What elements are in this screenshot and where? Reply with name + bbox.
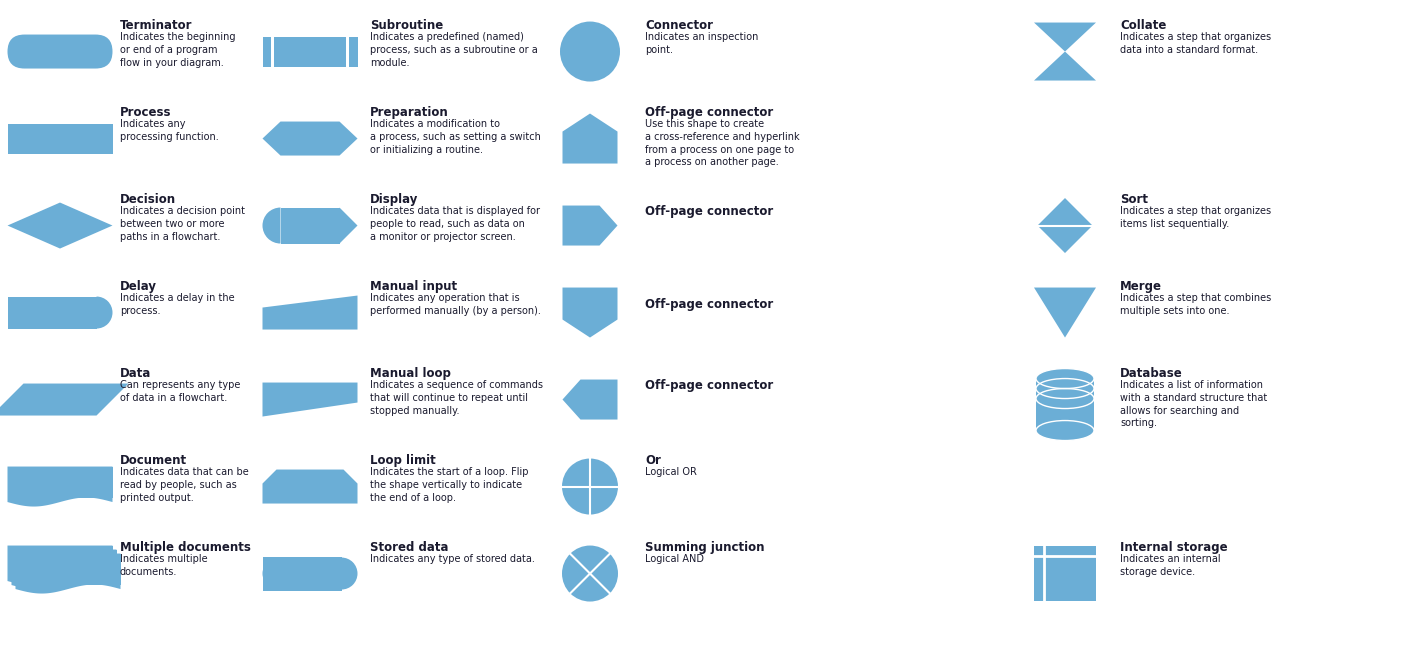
Text: Merge: Merge — [1120, 280, 1163, 293]
Bar — [7, 297, 96, 329]
Polygon shape — [262, 383, 357, 417]
Text: Preparation: Preparation — [370, 106, 449, 119]
Text: Database: Database — [1120, 367, 1182, 380]
Polygon shape — [262, 295, 357, 329]
Bar — [16, 553, 120, 584]
Circle shape — [562, 458, 618, 515]
Wedge shape — [262, 557, 278, 590]
Text: Data: Data — [120, 367, 151, 380]
Bar — [11, 550, 117, 580]
Text: Logical OR: Logical OR — [645, 467, 697, 477]
Text: Indicates multiple
documents.: Indicates multiple documents. — [120, 554, 207, 577]
Text: Loop limit: Loop limit — [370, 454, 436, 467]
Text: Off-page connector: Off-page connector — [645, 205, 773, 218]
Polygon shape — [563, 379, 618, 420]
Polygon shape — [340, 208, 357, 244]
Text: Stored data: Stored data — [370, 541, 449, 554]
FancyBboxPatch shape — [7, 35, 113, 69]
Text: Delay: Delay — [120, 280, 157, 293]
Text: Logical AND: Logical AND — [645, 554, 704, 564]
Text: Indicates a predefined (named)
process, such as a subroutine or a
module.: Indicates a predefined (named) process, … — [370, 32, 538, 67]
Text: Indicates an inspection
point.: Indicates an inspection point. — [645, 32, 758, 55]
Bar — [346, 37, 349, 67]
Text: Or: Or — [645, 454, 660, 467]
Polygon shape — [563, 288, 618, 337]
Bar — [281, 208, 340, 244]
Text: Indicates a step that combines
multiple sets into one.: Indicates a step that combines multiple … — [1120, 293, 1271, 316]
Bar — [7, 124, 113, 153]
Text: Indicates any operation that is
performed manually (by a person).: Indicates any operation that is performe… — [370, 293, 540, 316]
Polygon shape — [0, 384, 128, 415]
Text: Indicates any
processing function.: Indicates any processing function. — [120, 119, 219, 141]
Polygon shape — [563, 206, 618, 246]
Polygon shape — [1034, 52, 1096, 81]
Text: Indicates a step that organizes
data into a standard format.: Indicates a step that organizes data int… — [1120, 32, 1271, 55]
Text: Document: Document — [120, 454, 188, 467]
Bar — [271, 37, 274, 67]
Text: Multiple documents: Multiple documents — [120, 541, 251, 554]
Polygon shape — [1034, 22, 1096, 52]
Bar — [262, 557, 341, 591]
Text: Summing junction: Summing junction — [645, 541, 765, 554]
Text: Indicates data that is displayed for
people to read, such as data on
a monitor o: Indicates data that is displayed for peo… — [370, 206, 540, 242]
Text: Indicates a delay in the
process.: Indicates a delay in the process. — [120, 293, 234, 316]
Text: Terminator: Terminator — [120, 19, 192, 32]
Text: Off-page connector: Off-page connector — [645, 106, 773, 119]
Wedge shape — [341, 557, 357, 590]
Text: Indicates a step that organizes
items list sequentially.: Indicates a step that organizes items li… — [1120, 206, 1271, 229]
Text: Can represents any type
of data in a flowchart.: Can represents any type of data in a flo… — [120, 380, 240, 403]
Polygon shape — [7, 546, 113, 586]
Text: Indicates a sequence of commands
that will continue to repeat until
stopped manu: Indicates a sequence of commands that wi… — [370, 380, 543, 416]
Ellipse shape — [1036, 421, 1094, 441]
Text: Indicates data that can be
read by people, such as
printed output.: Indicates data that can be read by peopl… — [120, 467, 248, 502]
Text: Off-page connector: Off-page connector — [645, 379, 773, 392]
Text: Collate: Collate — [1120, 19, 1167, 32]
Wedge shape — [262, 208, 281, 244]
Polygon shape — [262, 470, 357, 504]
Text: Manual loop: Manual loop — [370, 367, 452, 380]
Text: Manual input: Manual input — [370, 280, 457, 293]
Text: Internal storage: Internal storage — [1120, 541, 1228, 554]
Polygon shape — [1037, 198, 1092, 253]
Bar — [1036, 379, 1094, 430]
Text: Connector: Connector — [645, 19, 713, 32]
Text: Decision: Decision — [120, 193, 176, 206]
Polygon shape — [11, 550, 117, 590]
Polygon shape — [563, 113, 618, 164]
Text: Indicates the start of a loop. Flip
the shape vertically to indicate
the end of : Indicates the start of a loop. Flip the … — [370, 467, 529, 502]
Text: Indicates the beginning
or end of a program
flow in your diagram.: Indicates the beginning or end of a prog… — [120, 32, 236, 67]
Wedge shape — [96, 297, 113, 329]
Bar — [7, 466, 113, 498]
Polygon shape — [7, 466, 113, 506]
Text: Subroutine: Subroutine — [370, 19, 443, 32]
Bar — [262, 37, 357, 67]
Bar — [7, 546, 113, 576]
Polygon shape — [1034, 288, 1096, 337]
Polygon shape — [7, 202, 113, 248]
Text: Display: Display — [370, 193, 419, 206]
Circle shape — [560, 22, 619, 81]
Bar — [1034, 546, 1096, 601]
Text: Indicates a list of information
with a standard structure that
allows for search: Indicates a list of information with a s… — [1120, 380, 1267, 428]
Text: Off-page connector: Off-page connector — [645, 298, 773, 311]
Text: Sort: Sort — [1120, 193, 1149, 206]
Text: Indicates a modification to
a process, such as setting a switch
or initializing : Indicates a modification to a process, s… — [370, 119, 540, 155]
Text: Indicates an internal
storage device.: Indicates an internal storage device. — [1120, 554, 1221, 577]
Text: Process: Process — [120, 106, 172, 119]
Text: Indicates a decision point
between two or more
paths in a flowchart.: Indicates a decision point between two o… — [120, 206, 246, 242]
Polygon shape — [262, 122, 357, 155]
Polygon shape — [16, 553, 120, 593]
Circle shape — [562, 546, 618, 601]
Text: Use this shape to create
a cross-reference and hyperlink
from a process on one p: Use this shape to create a cross-referen… — [645, 119, 800, 168]
Text: Indicates any type of stored data.: Indicates any type of stored data. — [370, 554, 535, 564]
Ellipse shape — [1036, 369, 1094, 388]
